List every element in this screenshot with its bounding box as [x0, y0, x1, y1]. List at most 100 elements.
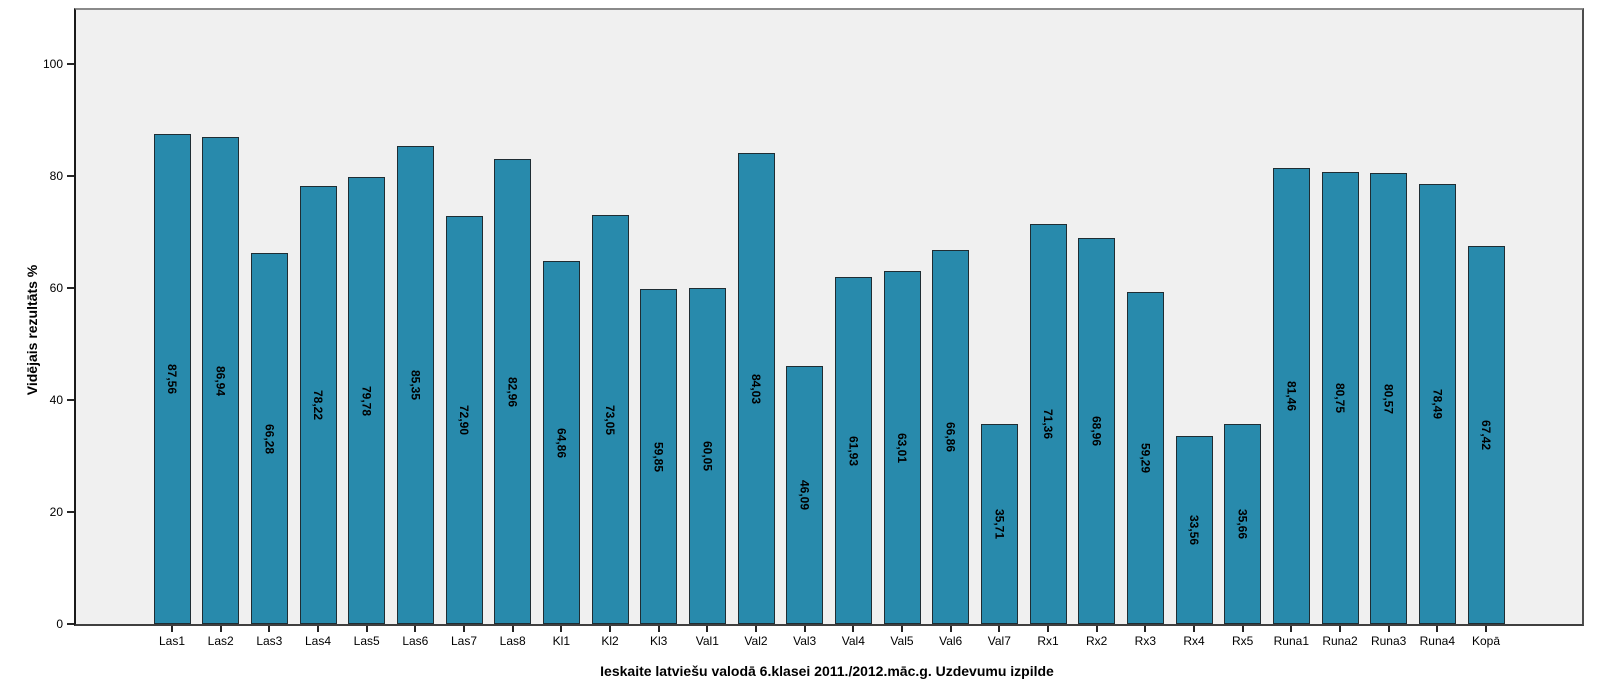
x-tick-label: Rx1 — [1037, 634, 1059, 648]
x-tick-mark — [1241, 626, 1244, 632]
x-tick-mark — [560, 626, 563, 632]
bar-value-label: 80,57 — [1381, 383, 1396, 414]
bar-value-label: 79,78 — [359, 385, 374, 416]
x-tick-mark — [414, 626, 417, 632]
x-tick-mark — [1144, 626, 1147, 632]
bar-Val6: 66,86 — [932, 250, 970, 624]
bar-Kl2: 73,05 — [591, 215, 629, 624]
bar-value-label: 66,86 — [943, 421, 958, 453]
x-tick-label: Val1 — [695, 634, 719, 648]
bar-Las2: 86,94 — [202, 137, 240, 624]
x-tick-mark — [317, 626, 319, 632]
bar-Runa1: 81,46 — [1272, 168, 1310, 624]
bar-Runa2: 80,75 — [1321, 172, 1359, 624]
bar-Las4: 78,22 — [299, 186, 337, 624]
x-tick-label: Rx4 — [1183, 634, 1205, 648]
bar-value-label: 68,96 — [1089, 415, 1104, 447]
bar-Las5: 79,78 — [348, 177, 386, 624]
y-tick-label: 40 — [49, 393, 63, 407]
bar-Val3: 46,09 — [786, 366, 824, 624]
x-tick-label: Las3 — [256, 634, 283, 648]
x-tick-label: Runa2 — [1322, 634, 1358, 648]
x-tick-label: Kopā — [1471, 634, 1501, 648]
x-tick-mark — [365, 626, 368, 632]
x-tick-mark — [1485, 626, 1487, 632]
x-tick-label: Kl2 — [601, 634, 619, 648]
x-tick-label: Kl1 — [552, 634, 570, 648]
x-tick-label: Las8 — [499, 634, 526, 648]
y-tick-label: 0 — [56, 617, 63, 631]
x-tick-label: Las4 — [304, 634, 332, 648]
x-tick-label: Las2 — [207, 634, 234, 648]
y-tick-label: 80 — [49, 169, 63, 183]
x-tick-mark — [1047, 626, 1049, 632]
x-tick-label: Val4 — [841, 634, 865, 648]
y-tick-mark — [67, 63, 74, 65]
bar-Rx3: 59,29 — [1126, 292, 1164, 624]
x-tick-label: Rx3 — [1134, 634, 1156, 648]
bar-value-label: 64,86 — [554, 427, 569, 458]
x-tick-mark — [998, 626, 1001, 632]
bar-Las1: 87,56 — [153, 134, 191, 624]
x-tick-mark — [219, 626, 222, 632]
x-tick-label: Runa3 — [1370, 634, 1407, 648]
bar-value-label: 59,29 — [1138, 442, 1153, 474]
x-tick-label: Las7 — [450, 634, 478, 648]
bar-Las7: 72,90 — [445, 216, 483, 624]
x-tick-mark — [609, 626, 611, 632]
bar-Rx4: 33,56 — [1175, 436, 1213, 624]
bar-value-label: 81,46 — [1284, 380, 1299, 412]
x-tick-mark — [706, 626, 709, 632]
y-tick-label: 60 — [49, 281, 63, 295]
bar-value-label: 46,09 — [797, 479, 812, 511]
bar-Val7: 35,71 — [980, 424, 1018, 624]
x-tick-mark — [511, 626, 514, 632]
x-tick-mark — [901, 626, 903, 632]
x-tick-mark — [803, 626, 806, 632]
bar-Rx1: 71,36 — [1029, 224, 1067, 624]
x-tick-mark — [171, 626, 173, 632]
x-tick-mark — [1339, 626, 1341, 632]
bar-value-label: 71,36 — [1041, 408, 1055, 440]
x-tick-label: Val7 — [987, 634, 1011, 648]
x-tick-mark — [1193, 626, 1195, 632]
x-tick-mark — [755, 626, 757, 632]
bar-value-label: 85,35 — [408, 369, 423, 401]
bar-value-label: 72,90 — [457, 404, 471, 436]
y-tick-mark — [67, 287, 74, 289]
bar-value-label: 61,93 — [846, 435, 861, 466]
bar-value-label: 35,71 — [992, 508, 1007, 540]
bar-Las8: 82,96 — [494, 159, 532, 624]
bar-value-label: 35,66 — [1235, 508, 1250, 540]
bar-value-label: 87,56 — [165, 363, 179, 395]
x-tick-mark — [1290, 626, 1293, 632]
bar-value-label: 82,96 — [505, 376, 520, 407]
bar-value-label: 78,49 — [1430, 388, 1445, 420]
bar-Kl1: 64,86 — [542, 261, 580, 624]
y-tick-label: 20 — [49, 505, 63, 519]
bar-Val4: 61,93 — [834, 277, 872, 624]
y-tick-label: 100 — [42, 57, 63, 71]
x-tick-mark — [268, 626, 271, 632]
x-tick-label: Val6 — [939, 634, 963, 648]
bar-value-label: 59,85 — [651, 441, 666, 472]
bar-value-label: 73,05 — [603, 404, 617, 435]
plot-area: 87,56 86,94 66,28 78,22 79,78 85,35 72,90 82,96… — [74, 8, 1584, 626]
bar-Runa4: 78,49 — [1418, 184, 1456, 624]
x-tick-label: Rx2 — [1085, 634, 1108, 648]
bar-Kl3: 59,85 — [640, 289, 678, 624]
x-tick-label: Kl3 — [649, 634, 668, 648]
x-tick-mark — [463, 626, 465, 632]
bar-value-label: 63,01 — [895, 432, 909, 463]
bar-Val5: 63,01 — [883, 271, 921, 624]
x-tick-label: Runa4 — [1419, 634, 1456, 648]
bar-value-label: 78,22 — [311, 389, 325, 421]
bar-value-label: 67,42 — [1479, 419, 1493, 451]
bar-Rx5: 35,66 — [1224, 424, 1262, 624]
bar-value-label: 60,05 — [700, 440, 715, 472]
x-tick-mark — [852, 626, 855, 632]
y-tick-mark — [67, 623, 74, 625]
bar-value-label: 33,56 — [1187, 514, 1201, 546]
bar-Las3: 66,28 — [250, 253, 288, 624]
